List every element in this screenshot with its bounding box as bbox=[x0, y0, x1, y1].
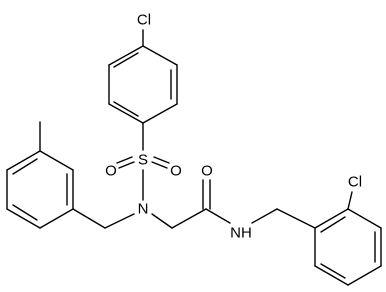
atom-labels: Cl S O O N O NH Cl bbox=[105, 12, 362, 242]
atom-label: Cl bbox=[348, 174, 362, 191]
atom-label: O bbox=[170, 163, 182, 180]
bonds bbox=[6, 29, 382, 286]
atom-label: NH bbox=[230, 225, 252, 242]
atom-label: O bbox=[105, 163, 117, 180]
atom-label: O bbox=[201, 163, 213, 180]
atom-label: Cl bbox=[137, 12, 151, 29]
atom-label: N bbox=[138, 201, 149, 218]
atom-label: S bbox=[138, 152, 148, 169]
